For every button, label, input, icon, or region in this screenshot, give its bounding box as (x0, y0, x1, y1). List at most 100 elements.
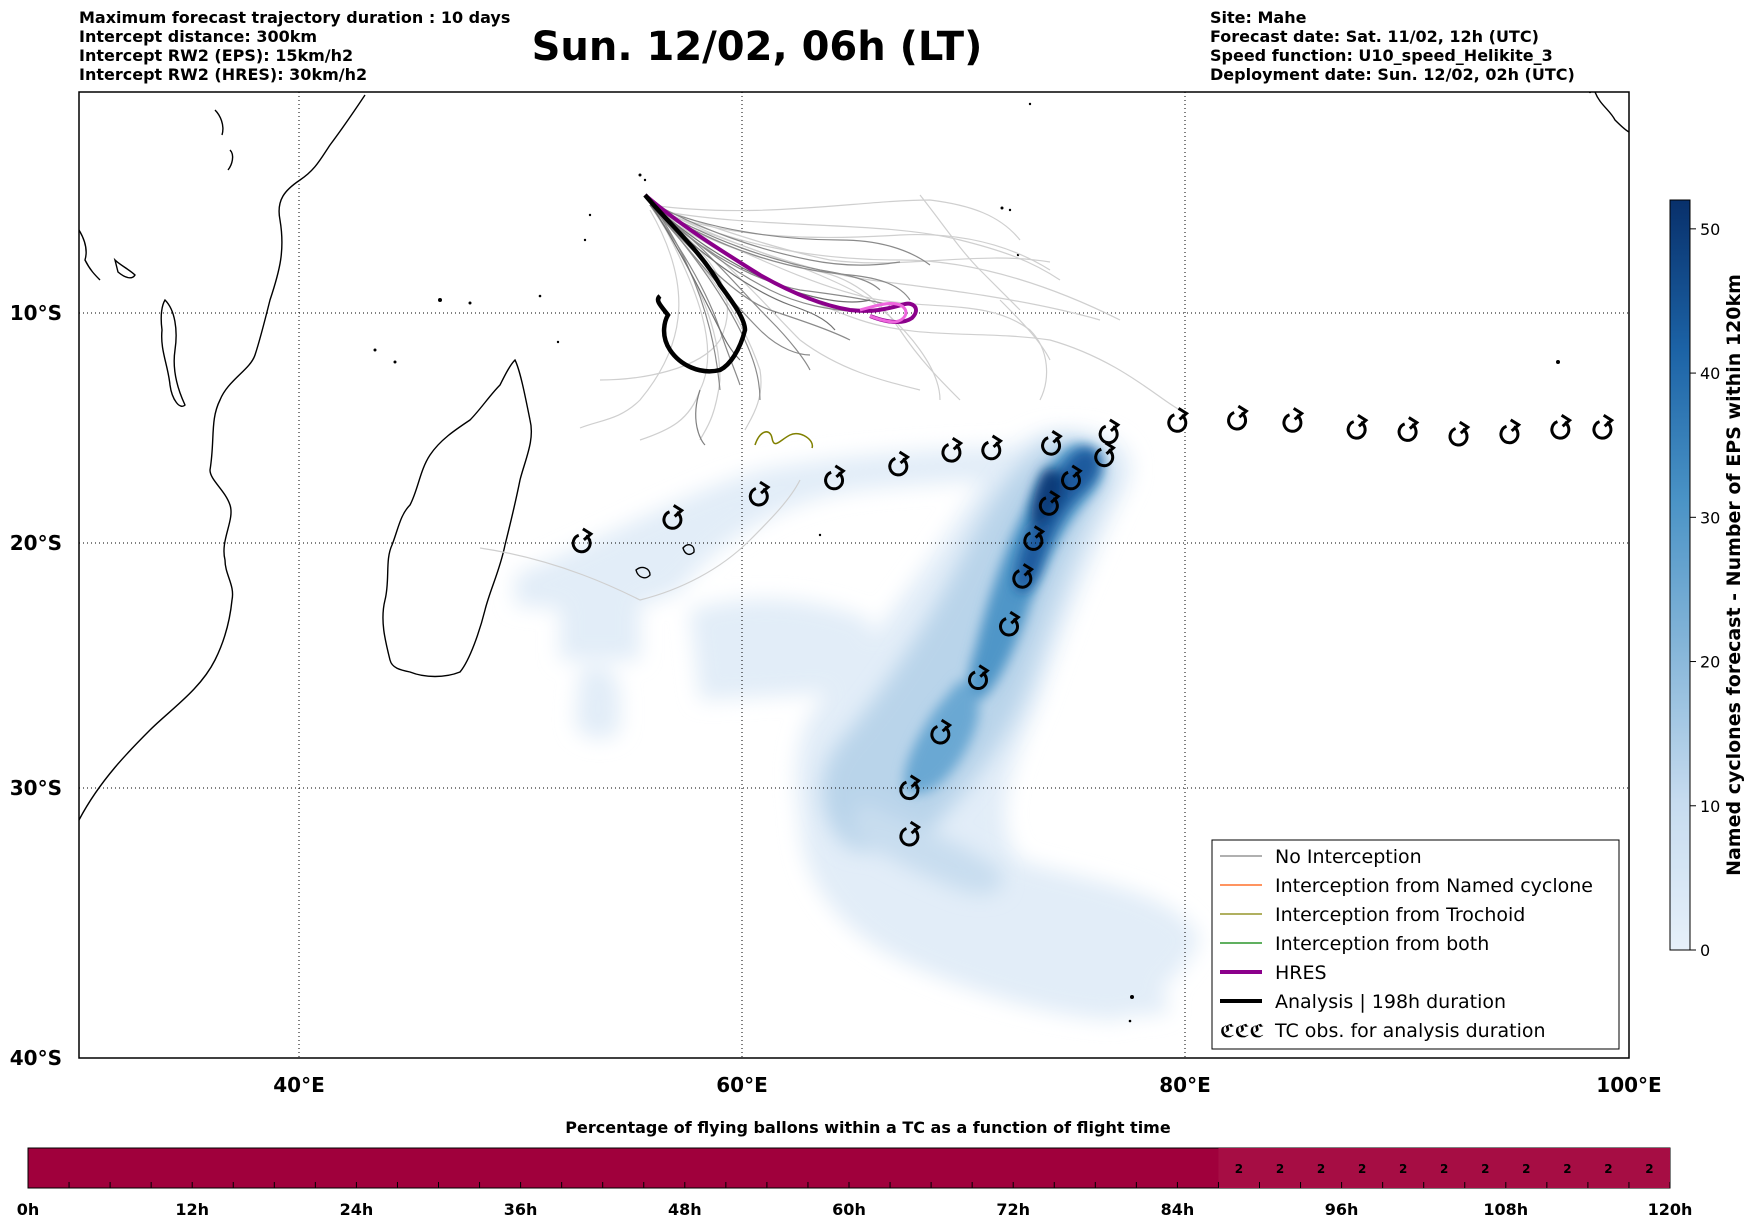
header-right-line-1: Site: Mahe (1210, 8, 1307, 27)
tc-obs-icon (1550, 414, 1573, 440)
tc-obs-icon (662, 504, 685, 530)
tc-obs-icon (1023, 525, 1046, 551)
tc-obs-icon (968, 664, 990, 690)
header-right-info: Site: Mahe Forecast date: Sat. 11/02, 12… (1210, 8, 1575, 84)
time-bar-filled-region (1218, 1148, 1670, 1188)
legend-label: HRES (1275, 962, 1327, 984)
tc-obs-icon (1397, 416, 1420, 442)
time-bar-cell-value: 2 (1522, 1162, 1530, 1176)
header-left-info: Maximum forecast trajectory duration : 1… (79, 8, 510, 84)
time-bar-title: Percentage of flying ballons within a TC… (565, 1118, 1171, 1137)
tc-observations (571, 404, 1615, 847)
time-bar-tick-label: 60h (832, 1200, 866, 1219)
time-bar-ticks: 0h 12h 24h 36h 48h 60h 72h 84h 96h 108h 120h (17, 1182, 1693, 1219)
time-bar-tick-label: 72h (996, 1200, 1030, 1219)
map-grid (79, 92, 1629, 1058)
tc-obs-icon (1094, 441, 1116, 468)
axis-labels: 40°E 60°E 80°E 100°E 10°S 20°S 30°S 40°S (10, 301, 1662, 1097)
tc-obs-icon (1346, 414, 1369, 440)
legend-label: Analysis | 198h duration (1275, 991, 1506, 1013)
time-bar-cell-value: 2 (1563, 1162, 1571, 1176)
legend-label: Interception from both (1275, 933, 1489, 955)
colorbar-tick-label: 10 (1700, 797, 1720, 816)
header-right-line-2: Forecast date: Sat. 11/02, 12h (UTC) (1210, 27, 1539, 46)
tc-obs-icon (888, 450, 911, 477)
header-right-line-3: Speed function: U10_speed_Helikite_3 (1210, 46, 1553, 65)
tc-obs-icon (930, 718, 953, 745)
time-bar-tick-label: 48h (668, 1200, 702, 1219)
time-bar: Percentage of flying ballons within a TC… (17, 1118, 1693, 1219)
time-bar-tick-label: 0h (17, 1200, 40, 1219)
tc-obs-icon (941, 436, 964, 463)
analysis-track (643, 193, 748, 374)
tc-obs-icon (1592, 414, 1615, 440)
tc-obs-icon (1499, 418, 1522, 445)
coastlines (79, 92, 1629, 821)
header-left-line-4: Intercept RW2 (HRES): 30km/h2 (79, 65, 368, 84)
tc-obs-icon (999, 610, 1021, 637)
time-bar-cell-value: 2 (1358, 1162, 1366, 1176)
lon-tick-label: 60°E (716, 1073, 768, 1097)
tc-obs-icon (899, 820, 922, 847)
time-bar-cell-value: 2 (1604, 1162, 1612, 1176)
time-bar-cell-value: 2 (1235, 1162, 1243, 1176)
legend-label: TC obs. for analysis duration (1274, 1020, 1546, 1042)
time-bar-tick-label: 84h (1161, 1200, 1195, 1219)
legend-label: No Interception (1275, 846, 1422, 868)
time-bar-cells: 2 2 2 2 2 2 2 2 2 2 2 (1218, 1148, 1670, 1188)
map-content (79, 92, 1629, 1058)
tc-obs-icon (1167, 407, 1190, 433)
tc-obs-icon (1282, 407, 1305, 433)
tc-obs-icon (1448, 420, 1471, 447)
time-bar-tick-label: 108h (1483, 1200, 1528, 1219)
time-bar-cell-value: 2 (1481, 1162, 1489, 1176)
time-bar-cell-value: 2 (1440, 1162, 1448, 1176)
header-right-line-4: Deployment date: Sun. 12/02, 02h (UTC) (1210, 65, 1575, 84)
eps-trajectories (479, 194, 1181, 601)
lon-tick-label: 40°E (273, 1073, 325, 1097)
colorbar-gradient (1669, 199, 1691, 951)
lon-tick-label: 80°E (1159, 1073, 1211, 1097)
time-bar-tick-label: 36h (504, 1200, 538, 1219)
tc-obs-icon (748, 480, 771, 507)
colorbar-tick-label: 50 (1700, 220, 1720, 239)
time-bar-tick-label: 120h (1648, 1200, 1693, 1219)
lat-tick-label: 10°S (10, 301, 62, 325)
trochoid-interception-track (754, 431, 814, 449)
colorbar-ticks: 0 10 20 30 40 50 (1690, 220, 1720, 960)
colorbar-label: Named cyclones forecast - Number of EPS … (1723, 274, 1745, 876)
time-bar-cell-value: 2 (1645, 1162, 1653, 1176)
tc-obs-icon (1041, 430, 1063, 456)
time-bar-cell-value: 2 (1276, 1162, 1284, 1176)
lon-tick-label: 100°E (1596, 1073, 1661, 1097)
colorbar-tick-label: 20 (1700, 653, 1720, 672)
colorbar-tick-label: 30 (1700, 508, 1720, 527)
header-left-line-1: Maximum forecast trajectory duration : 1… (79, 8, 511, 27)
page-title: Sun. 12/02, 06h (LT) (531, 24, 983, 70)
time-bar-cell-value: 2 (1399, 1162, 1407, 1176)
colorbar: 0 10 20 30 40 50 Named cyclones forecast - Nu… (1669, 199, 1745, 960)
eps-density-shading (515, 430, 1200, 1020)
time-bar-tick-label: 12h (175, 1200, 209, 1219)
map-frame (78, 91, 1630, 1059)
header-left-line-2: Intercept distance: 300km (79, 27, 318, 46)
hres-track-end (859, 302, 908, 324)
hres-track (643, 193, 918, 325)
tc-obs-icon (1012, 563, 1035, 589)
lat-tick-label: 30°S (10, 776, 62, 800)
time-bar-cell-value: 2 (1317, 1162, 1325, 1176)
tc-obs-icon (1227, 404, 1249, 431)
legend-label: Interception from Named cyclone (1275, 875, 1593, 897)
time-bar-tick-label: 24h (340, 1200, 374, 1219)
tc-symbol-icon: ℭℭℭ (1220, 1021, 1264, 1042)
time-bar-tick-label: 96h (1325, 1200, 1359, 1219)
tc-obs-icon (981, 434, 1004, 461)
colorbar-tick-label: 0 (1700, 941, 1710, 960)
tc-obs-icon (571, 527, 594, 554)
tc-obs-icon (824, 464, 846, 491)
tc-obs-icon (1038, 490, 1061, 516)
colorbar-tick-label: 40 (1700, 364, 1720, 383)
lat-tick-label: 40°S (10, 1046, 62, 1070)
lat-tick-label: 20°S (10, 531, 62, 555)
map-legend: No Interception Interception from Named … (1211, 839, 1620, 1050)
